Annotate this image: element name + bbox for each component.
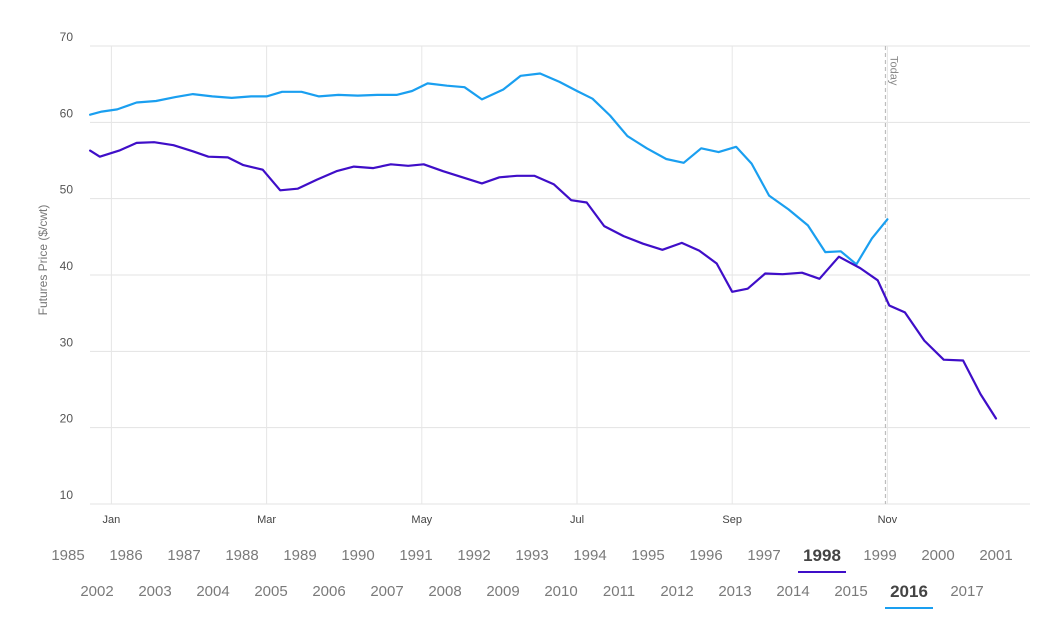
year-button-1989[interactable]: 1989 (271, 542, 329, 570)
year-label: 1994 (573, 547, 607, 564)
year-button-1995[interactable]: 1995 (619, 542, 677, 570)
year-button-2016[interactable]: 2016 (880, 578, 938, 609)
year-label: 2012 (660, 583, 694, 600)
year-label: 1993 (515, 547, 549, 564)
year-button-2001[interactable]: 2001 (967, 542, 1025, 570)
year-button-1998[interactable]: 1998 (793, 542, 851, 573)
year-button-1987[interactable]: 1987 (155, 542, 213, 570)
year-label: 2010 (544, 583, 578, 600)
y-tick-label: 70 (60, 30, 74, 44)
year-button-2017[interactable]: 2017 (938, 578, 996, 606)
year-label: 1989 (283, 547, 317, 564)
year-label: 2015 (834, 583, 868, 600)
year-label: 1992 (457, 547, 491, 564)
year-label: 2014 (776, 583, 810, 600)
y-tick-label: 60 (60, 106, 74, 120)
x-tick-label: May (411, 514, 432, 526)
year-label: 2004 (196, 583, 230, 600)
x-tick-label: Jul (570, 514, 584, 526)
year-label: 1995 (631, 547, 665, 564)
selected-year-underline (885, 607, 933, 609)
year-label: 1996 (689, 547, 723, 564)
year-button-2002[interactable]: 2002 (68, 578, 126, 606)
year-button-2014[interactable]: 2014 (764, 578, 822, 606)
year-selector-row-2: 2002 2003 2004 2005 2006 2007 2008 2009 2010 2011… (0, 578, 1061, 609)
year-label: 1986 (109, 547, 143, 564)
year-label: 1990 (341, 547, 375, 564)
year-label: 2003 (138, 583, 172, 600)
year-label: 2013 (718, 583, 752, 600)
year-label: 1991 (399, 547, 433, 564)
year-button-1990[interactable]: 1990 (329, 542, 387, 570)
selected-year-underline (798, 571, 846, 573)
year-label: 2008 (428, 583, 462, 600)
year-button-1992[interactable]: 1992 (445, 542, 503, 570)
year-button-2007[interactable]: 2007 (358, 578, 416, 606)
year-label: 1988 (225, 547, 259, 564)
year-button-2011[interactable]: 2011 (590, 578, 648, 606)
year-button-2005[interactable]: 2005 (242, 578, 300, 606)
axes: 10 20 30 40 50 60 70 Jan Mar May Jul Sep Nov (60, 30, 898, 526)
year-label: 1997 (747, 547, 781, 564)
year-button-2010[interactable]: 2010 (532, 578, 590, 606)
year-button-2000[interactable]: 2000 (909, 542, 967, 570)
x-tick-label: Mar (257, 514, 276, 526)
series (89, 72, 998, 420)
year-button-2015[interactable]: 2015 (822, 578, 880, 606)
year-button-1993[interactable]: 1993 (503, 542, 561, 570)
year-label: 2001 (979, 547, 1013, 564)
x-tick-label: Nov (878, 514, 898, 526)
y-tick-label: 30 (60, 335, 74, 349)
year-label: 2002 (80, 583, 114, 600)
year-button-2004[interactable]: 2004 (184, 578, 242, 606)
x-tick-label: Jan (103, 514, 121, 526)
year-label: 1985 (51, 547, 85, 564)
y-tick-label: 20 (60, 412, 74, 426)
y-tick-label: 10 (60, 488, 74, 502)
year-label: 1987 (167, 547, 201, 564)
year-label: 2005 (254, 583, 288, 600)
year-button-2009[interactable]: 2009 (474, 578, 532, 606)
year-button-2013[interactable]: 2013 (706, 578, 764, 606)
y-axis-title: Futures Price ($/cwt) (36, 205, 50, 316)
year-button-1997[interactable]: 1997 (735, 542, 793, 570)
today-marker: Today (884, 46, 899, 504)
year-label: 2016 (890, 582, 928, 601)
y-tick-label: 40 (60, 259, 74, 273)
year-label: 2011 (602, 583, 636, 600)
year-button-2008[interactable]: 2008 (416, 578, 474, 606)
year-button-1985[interactable]: 1985 (39, 542, 97, 570)
series-line-1998 (89, 141, 998, 420)
year-label: 2009 (486, 583, 520, 600)
year-button-1999[interactable]: 1999 (851, 542, 909, 570)
year-button-1991[interactable]: 1991 (387, 542, 445, 570)
year-selector-row-1: 1985 1986 1987 1988 1989 1990 1991 1992 1993 1994… (0, 542, 1061, 573)
year-label: 2000 (921, 547, 955, 564)
series-line-2016 (89, 72, 889, 266)
year-button-2006[interactable]: 2006 (300, 578, 358, 606)
year-button-1988[interactable]: 1988 (213, 542, 271, 570)
year-button-2012[interactable]: 2012 (648, 578, 706, 606)
x-tick-label: Sep (722, 514, 742, 526)
year-label: 2006 (312, 583, 346, 600)
year-label: 1999 (863, 547, 897, 564)
year-button-2003[interactable]: 2003 (126, 578, 184, 606)
year-label: 1998 (803, 546, 841, 565)
year-button-1986[interactable]: 1986 (97, 542, 155, 570)
futures-price-chart: 10 20 30 40 50 60 70 Jan Mar May Jul Sep Nov Today F… (36, 30, 1030, 526)
year-label: 2017 (950, 583, 984, 600)
grid (90, 45, 1030, 505)
year-label: 2007 (370, 583, 404, 600)
year-button-1994[interactable]: 1994 (561, 542, 619, 570)
year-button-1996[interactable]: 1996 (677, 542, 735, 570)
today-label: Today (887, 56, 899, 86)
y-tick-label: 50 (60, 183, 74, 197)
